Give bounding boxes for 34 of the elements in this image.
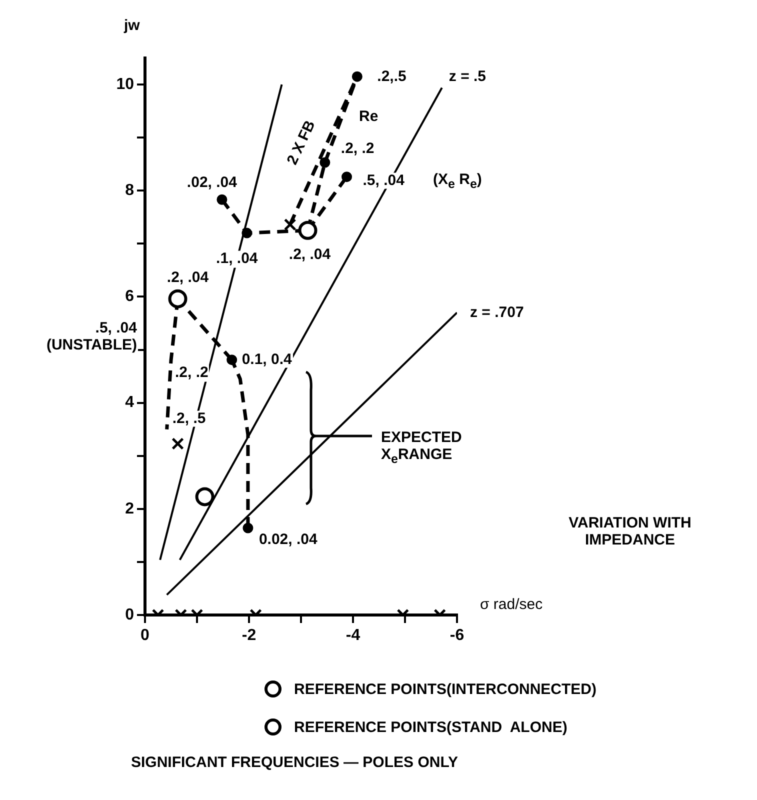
y-tick-label: 4: [125, 394, 134, 412]
annotation: .02, .04: [186, 173, 238, 191]
x-tick-label: 0: [140, 627, 150, 644]
annotation: z = .707: [469, 303, 525, 321]
legend-label: REFERENCE POINTS(INTERCONNECTED): [294, 680, 597, 698]
annotation: 2 X FB: [284, 117, 320, 169]
annotation: .2, .04: [166, 268, 210, 286]
x-tick-label: -2: [242, 627, 256, 644]
annotation: 0.1, 0.4: [240, 350, 293, 368]
annotation: Re: [358, 108, 380, 126]
annotation: .2, .2: [340, 139, 376, 157]
annotation: .2, .04: [288, 246, 332, 264]
y-tick-label: 8: [125, 182, 134, 200]
annotation: EXPECTED X$_{e}$RANGE: [380, 428, 492, 466]
annotation: z = .5: [448, 67, 488, 85]
text: .5, .04 (UNSTABLE): [26, 320, 138, 354]
annotation: .2,.5: [376, 67, 408, 85]
annotation: .2, .5: [171, 409, 207, 427]
annotation: .5, .04: [362, 172, 406, 190]
x-tick-label: -6: [450, 627, 464, 644]
annotation: (X$_{e}$ R$_{e}$): [432, 171, 483, 192]
x-tick-label: -4: [346, 627, 360, 644]
y-tick-label: 10: [116, 76, 134, 93]
y-tick-label: 6: [125, 288, 134, 306]
y-tick-label: 2: [125, 500, 134, 518]
annotation: 0.02, .04: [258, 530, 318, 548]
text: VARIATION WITH IMPEDANCE: [554, 514, 706, 548]
y-axis-title: jw: [123, 17, 141, 34]
x-axis-title: σ rad/sec: [479, 596, 544, 614]
text: SIGNIFICANT FREQUENCIES — POLES ONLY: [130, 754, 459, 772]
y-tick-label: 0: [125, 606, 134, 624]
legend-label: REFERENCE POINTS(STAND ALONE): [294, 718, 568, 736]
annotation: .1, .04: [215, 250, 259, 268]
annotation: .2, .2: [174, 364, 210, 382]
